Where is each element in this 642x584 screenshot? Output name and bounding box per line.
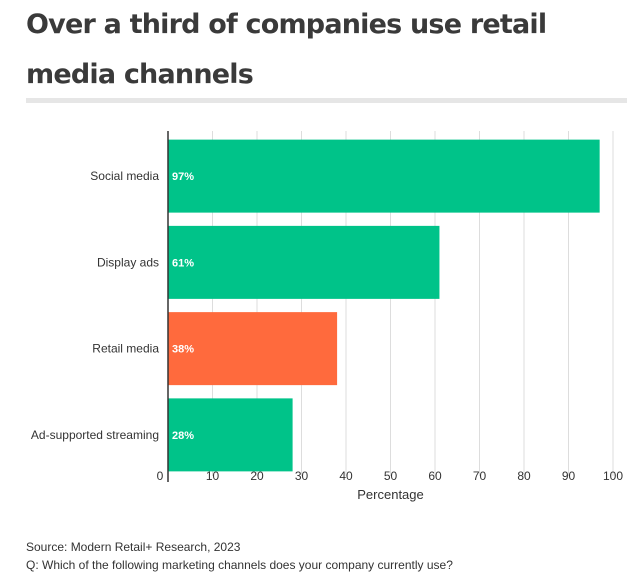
x-tick-label: 90 xyxy=(562,469,576,483)
bars xyxy=(168,139,600,472)
x-tick-label: 20 xyxy=(250,469,264,483)
category-label: Social media xyxy=(90,169,159,183)
category-label: Ad-supported streaming xyxy=(31,428,159,442)
title-divider xyxy=(26,98,627,103)
chart-title: Over a third of companies use retail med… xyxy=(26,9,547,90)
bar-chart: Social media Display ads Retail media Ad-su… xyxy=(31,131,624,502)
x-axis-ticks: 0 10 20 30 40 50 60 70 80 90 100 xyxy=(157,469,624,483)
x-tick-label: 70 xyxy=(473,469,487,483)
bar-ad-supported-streaming xyxy=(168,398,293,472)
x-axis-label: Percentage xyxy=(357,487,424,502)
x-tick-label: 60 xyxy=(428,469,442,483)
x-tick-label: 30 xyxy=(295,469,309,483)
x-tick-label: 40 xyxy=(339,469,353,483)
source-note: Source: Modern Retail+ Research, 2023 xyxy=(26,540,241,554)
data-label: 38% xyxy=(172,344,194,356)
x-tick-label: 100 xyxy=(603,469,623,483)
category-label: Display ads xyxy=(97,255,159,269)
bar-retail-media xyxy=(168,312,338,386)
x-tick-label: 0 xyxy=(157,469,164,483)
survey-question: Q: Which of the following marketing chan… xyxy=(26,558,453,572)
data-label: 61% xyxy=(172,257,194,269)
category-labels: Social media Display ads Retail media Ad-su… xyxy=(31,169,159,442)
data-label: 97% xyxy=(172,171,194,183)
data-label: 28% xyxy=(172,430,194,442)
x-tick-label: 10 xyxy=(206,469,220,483)
category-label: Retail media xyxy=(92,342,159,356)
bar-display-ads xyxy=(168,225,440,299)
data-labels: 97% 61% 38% 28% xyxy=(172,171,194,442)
x-tick-label: 80 xyxy=(517,469,531,483)
x-tick-label: 50 xyxy=(384,469,398,483)
bar-social-media xyxy=(168,139,600,213)
